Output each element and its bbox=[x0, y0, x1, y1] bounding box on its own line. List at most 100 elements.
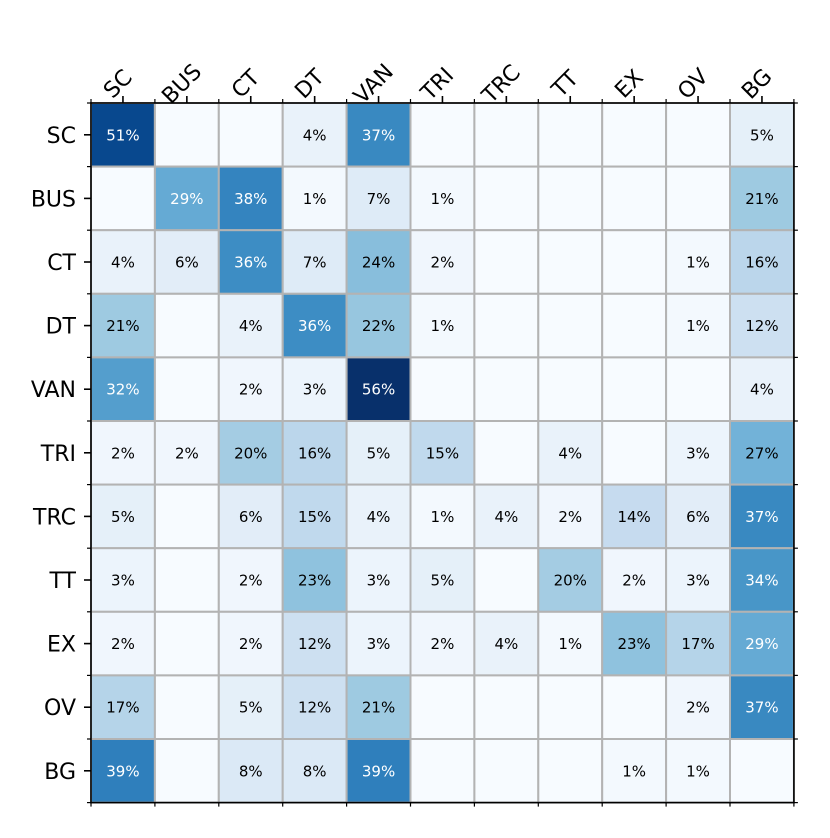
cell-value-label: 6% bbox=[686, 508, 710, 526]
cell-value-label: 1% bbox=[303, 190, 327, 208]
heatmap-cell bbox=[281, 229, 348, 295]
heatmap-cell bbox=[217, 165, 284, 232]
cell-value-label: 23% bbox=[617, 635, 650, 653]
cell-value-label: 2% bbox=[175, 444, 199, 462]
cell-value-label: 2% bbox=[558, 508, 582, 526]
cell-value-label: 1% bbox=[431, 508, 455, 526]
cell-value-label: 1% bbox=[686, 317, 710, 335]
heatmap-cell bbox=[409, 102, 476, 168]
heatmap-cell bbox=[153, 356, 220, 422]
cell-value-label: 24% bbox=[362, 254, 395, 272]
heatmap-cell bbox=[665, 483, 731, 550]
cell-value-label: 5% bbox=[750, 126, 774, 144]
heatmap-cell bbox=[601, 356, 668, 422]
cell-value-label: 14% bbox=[617, 508, 650, 526]
heatmap-cell bbox=[537, 738, 604, 804]
heatmap-cell bbox=[409, 229, 476, 295]
column-label: TT bbox=[547, 66, 585, 104]
cell-value-label: 37% bbox=[745, 699, 778, 717]
cell-value-label: 20% bbox=[554, 572, 587, 590]
row-label: TRI bbox=[40, 442, 76, 467]
cell-value-label: 4% bbox=[494, 635, 518, 653]
heatmap-cell bbox=[153, 674, 220, 741]
heatmap-cell bbox=[409, 547, 476, 613]
cell-value-label: 2% bbox=[431, 254, 455, 272]
cell-value-label: 2% bbox=[111, 444, 135, 462]
heatmap-cell bbox=[729, 738, 795, 804]
column-label: CT bbox=[227, 65, 265, 103]
cell-value-label: 5% bbox=[111, 508, 135, 526]
heatmap-cell bbox=[473, 292, 540, 359]
column-label: BUS bbox=[157, 60, 207, 110]
heatmap-cell bbox=[601, 483, 668, 550]
column-labels: SC BUS CT DT VAN TRI TRC TT EX OV BG bbox=[99, 60, 777, 110]
heatmap-cell bbox=[281, 610, 348, 677]
row-label: BUS bbox=[31, 187, 76, 212]
heatmap-cell bbox=[537, 165, 604, 232]
heatmap-cell bbox=[90, 165, 156, 232]
heatmap-cell bbox=[473, 102, 540, 168]
row-labels: SC BUS CT DT VAN TRI TRC TT EX OV BG bbox=[31, 124, 77, 785]
cell-value-label: 56% bbox=[362, 381, 395, 399]
heatmap-cell bbox=[537, 483, 604, 550]
cell-value-label: 12% bbox=[298, 635, 331, 653]
heatmap-cell bbox=[90, 610, 156, 677]
heatmap-cell bbox=[345, 547, 412, 613]
row-label: DT bbox=[46, 315, 77, 340]
row-label: VAN bbox=[31, 378, 76, 403]
heatmap-cell bbox=[473, 610, 540, 677]
cell-value-label: 36% bbox=[298, 317, 331, 335]
heatmap-cell bbox=[153, 483, 220, 550]
heatmap-cell bbox=[601, 165, 668, 232]
cell-value-label: 36% bbox=[234, 254, 267, 272]
heatmap-cell bbox=[473, 356, 540, 422]
cell-value-label: 3% bbox=[111, 572, 135, 590]
cell-value-label: 1% bbox=[622, 762, 646, 780]
heatmap-cell bbox=[409, 420, 476, 486]
cell-value-label: 20% bbox=[234, 444, 267, 462]
heatmap-cell bbox=[537, 547, 604, 613]
heatmap-cell bbox=[601, 102, 668, 168]
cell-value-label: 37% bbox=[745, 508, 778, 526]
heatmap-cell bbox=[473, 229, 540, 295]
heatmap-cell bbox=[217, 356, 284, 422]
cell-value-label: 38% bbox=[234, 190, 267, 208]
heatmap-cell bbox=[345, 165, 412, 232]
cell-value-label: 2% bbox=[431, 635, 455, 653]
cell-value-label: 5% bbox=[239, 699, 263, 717]
heatmap-cell bbox=[473, 483, 540, 550]
cell-value-label: 34% bbox=[745, 572, 778, 590]
heatmap-cell bbox=[665, 610, 731, 677]
row-label: EX bbox=[47, 633, 76, 658]
cell-value-label: 2% bbox=[622, 572, 646, 590]
heatmap-cell bbox=[345, 356, 412, 422]
cell-value-label: 6% bbox=[239, 508, 263, 526]
heatmap-cell bbox=[345, 292, 412, 359]
heatmap-cell bbox=[537, 420, 604, 486]
heatmap-cell bbox=[537, 674, 604, 741]
cell-value-label: 4% bbox=[494, 508, 518, 526]
cell-value-label: 2% bbox=[239, 635, 263, 653]
heatmap-cell bbox=[153, 229, 220, 295]
cell-value-label: 12% bbox=[298, 699, 331, 717]
heatmap-cell bbox=[153, 292, 220, 359]
row-label: CT bbox=[47, 251, 76, 276]
column-label: DT bbox=[290, 64, 330, 104]
column-label: EX bbox=[610, 65, 648, 103]
cell-value-label: 21% bbox=[362, 699, 395, 717]
cell-value-label: 15% bbox=[426, 444, 459, 462]
heatmap-cell bbox=[601, 229, 668, 295]
cell-value-label: 3% bbox=[367, 635, 391, 653]
heatmap-cell bbox=[537, 102, 604, 168]
heatmap-cell bbox=[601, 420, 668, 486]
heatmap-cell bbox=[281, 292, 348, 359]
cell-value-label: 7% bbox=[367, 190, 391, 208]
heatmap-cell bbox=[473, 165, 540, 232]
cell-value-label: 5% bbox=[431, 572, 455, 590]
heatmap-cell bbox=[217, 738, 284, 804]
heatmap-cell bbox=[601, 292, 668, 359]
cell-value-label: 4% bbox=[367, 508, 391, 526]
cell-value-label: 16% bbox=[745, 254, 778, 272]
heatmap-cell bbox=[153, 102, 220, 168]
